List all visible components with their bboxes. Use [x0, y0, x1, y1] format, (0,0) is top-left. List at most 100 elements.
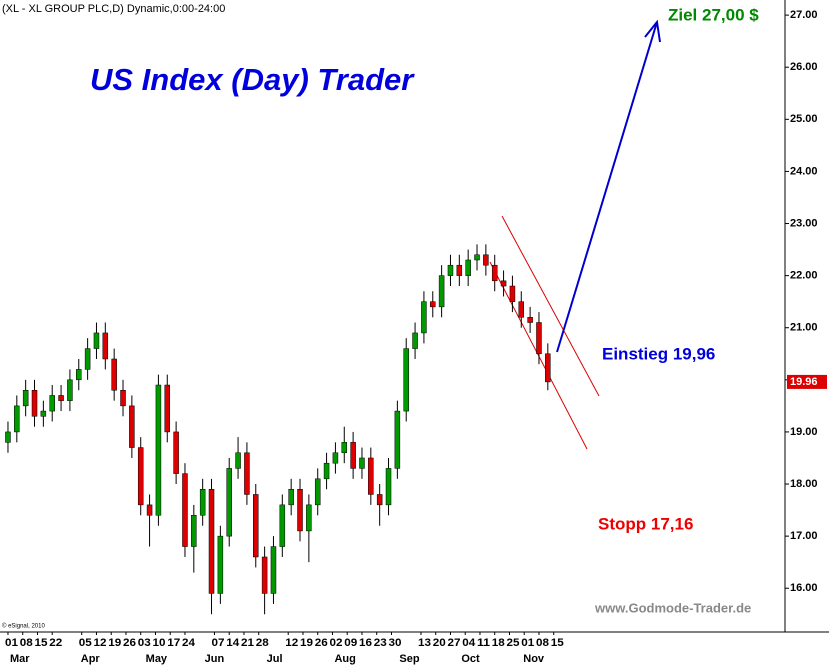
- candle-body: [536, 322, 542, 355]
- x-tick-label: 21: [241, 637, 254, 649]
- y-tick-label: 26.00: [790, 61, 818, 73]
- header: (XL - XL GROUP PLC,D) Dynamic,0:00-24:00: [2, 3, 225, 15]
- y-tick-label: 19.00: [790, 426, 818, 438]
- x-tick-label: 30: [388, 637, 401, 649]
- candle-body: [244, 452, 250, 495]
- candle-body: [341, 442, 348, 454]
- target-label: Ziel 27,00 $: [668, 5, 759, 24]
- candle-body: [31, 389, 38, 417]
- y-tick-label: 21.00: [790, 322, 818, 334]
- stop-label: Stopp 17,16: [598, 514, 693, 533]
- candle-body: [22, 389, 29, 407]
- y-tick-label: 27.00: [790, 9, 818, 21]
- candle-body: [102, 332, 109, 360]
- candle-body: [40, 410, 47, 417]
- x-tick-label: 13: [418, 637, 431, 649]
- candle-body: [146, 504, 153, 516]
- candle-body: [288, 488, 294, 506]
- month-label: Aug: [334, 653, 355, 665]
- candle-body: [217, 535, 224, 594]
- candle-body: [120, 389, 126, 407]
- x-tick-label: 26: [315, 637, 328, 649]
- candle-body: [518, 301, 525, 318]
- candle-body: [394, 410, 401, 469]
- month-label: Nov: [523, 653, 545, 665]
- candle-body: [359, 457, 365, 469]
- candle-body: [111, 358, 117, 391]
- candle-body: [182, 473, 188, 547]
- candle-body: [235, 452, 241, 469]
- candle-body: [208, 488, 215, 594]
- candle-body: [49, 395, 55, 412]
- candle-body: [350, 442, 356, 469]
- copyright: © eSignal, 2010: [2, 623, 45, 630]
- x-tick-label: 18: [492, 637, 505, 649]
- month-label: May: [146, 653, 168, 665]
- candle-body: [93, 332, 100, 349]
- candle-body: [84, 348, 91, 370]
- x-tick-label: 14: [226, 637, 240, 649]
- candle-body: [253, 494, 259, 558]
- month-label: Jun: [205, 653, 225, 665]
- x-tick-label: 16: [359, 637, 372, 649]
- candle-body: [421, 301, 427, 334]
- candle-body: [323, 462, 330, 480]
- candle-body: [155, 384, 162, 516]
- candle-body: [129, 405, 135, 448]
- candle-body: [438, 275, 445, 308]
- x-tick-label: 03: [138, 637, 151, 649]
- y-tick-label: 24.00: [790, 165, 818, 177]
- candle-body: [226, 468, 232, 537]
- x-tick-label: 02: [329, 637, 342, 649]
- y-tick-label: 16.00: [790, 582, 818, 594]
- month-label: Mar: [10, 653, 30, 665]
- y-tick-label: 25.00: [790, 113, 818, 125]
- x-tick-label: 11: [477, 637, 490, 649]
- month-label: Jul: [267, 653, 283, 665]
- x-tick-label: 23: [374, 637, 387, 649]
- candle-body: [67, 379, 73, 401]
- candle-body: [509, 285, 516, 302]
- candle-body: [199, 488, 206, 516]
- x-tick-label: 28: [256, 637, 269, 649]
- candle-body: [76, 369, 82, 381]
- candle-body: [456, 264, 463, 276]
- candle-body: [527, 317, 533, 323]
- channel-line: [501, 215, 600, 397]
- candle-body: [270, 546, 277, 594]
- candle-body: [430, 301, 436, 308]
- candle-body: [279, 504, 286, 547]
- candle-body: [314, 478, 321, 506]
- y-tick-label: 22.00: [790, 270, 818, 282]
- candle-body: [491, 264, 498, 282]
- x-tick-label: 19: [300, 637, 313, 649]
- x-tick-label: 09: [344, 637, 357, 649]
- candle-body: [483, 254, 489, 266]
- candle-body: [137, 447, 144, 506]
- candle-body: [500, 280, 507, 287]
- target-arrow: [556, 21, 658, 353]
- x-tick-label: 10: [152, 637, 165, 649]
- x-tick-label: 12: [93, 637, 106, 649]
- x-tick-label: 08: [20, 637, 33, 649]
- candle-body: [368, 457, 374, 495]
- x-tick-label: 01: [521, 637, 534, 649]
- entry-label: Einstieg 19,96: [602, 344, 715, 363]
- x-tick-label: 05: [79, 637, 92, 649]
- x-tick-label: 24: [182, 637, 196, 649]
- candle-body: [403, 348, 409, 412]
- y-tick-label: 17.00: [790, 530, 818, 542]
- month-label: Apr: [81, 653, 101, 665]
- candle-body: [173, 431, 179, 474]
- candle-body: [191, 515, 197, 547]
- candle-body: [164, 384, 171, 433]
- last-price-box: [787, 374, 827, 389]
- x-tick-label: 20: [433, 637, 446, 649]
- x-tick-label: 15: [551, 637, 564, 649]
- x-tick-label: 08: [536, 637, 549, 649]
- x-tick-label: 17: [167, 637, 180, 649]
- y-tick-label: 18.00: [790, 478, 818, 490]
- candle-body: [447, 264, 454, 276]
- x-tick-label: 01: [5, 637, 18, 649]
